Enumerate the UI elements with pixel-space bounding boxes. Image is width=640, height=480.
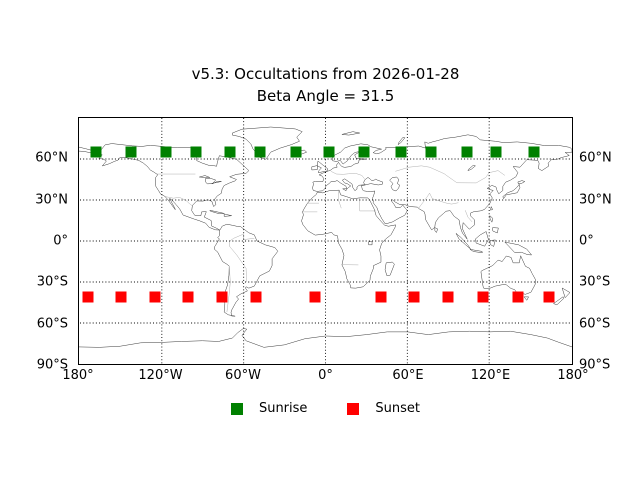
sunset-marker (82, 291, 94, 303)
sunset-marker (216, 291, 228, 303)
lon-tick-label: 180° (557, 368, 589, 383)
lake-superior (199, 176, 209, 178)
coast-north-america (95, 144, 248, 231)
sunset-marker (309, 291, 321, 303)
y-axis-left: 60°N 30°N 0° 30°S 60°S 90°S (0, 117, 72, 372)
lat-tick-label: 30°N (579, 192, 612, 208)
legend-label-sunrise: Sunrise (258, 401, 308, 416)
sunrise-marker (290, 146, 302, 158)
coast-luzon (490, 216, 493, 222)
lon-tick-label: 120°E (470, 368, 511, 383)
lat-tick-label: 60°S (579, 316, 611, 332)
sunrise-marker (125, 146, 137, 158)
coast-sicily (343, 189, 347, 191)
lon-tick-label: 180° (62, 368, 94, 383)
coast-sulawesi (490, 240, 495, 247)
chart-title: v5.3: Occultations from 2026-01-28 Beta … (78, 63, 573, 107)
sunrise-marker (224, 146, 236, 158)
coast-svalbard (342, 132, 360, 135)
legend-item-sunset: Sunset (347, 402, 420, 416)
coast-sumatra (456, 233, 471, 249)
coast-cuba (210, 210, 224, 214)
lat-tick-label: 0° (579, 233, 594, 249)
coast-madagascar (385, 262, 394, 276)
sunrise-marker (90, 146, 102, 158)
coast-nz-north (562, 288, 570, 298)
coast-tasmania (524, 297, 529, 300)
lat-tick-label: 30°S (579, 274, 611, 290)
coast-antarctica (79, 328, 572, 347)
lat-tick-label: 0° (53, 233, 68, 249)
sunset-marker (182, 291, 194, 303)
coast-africa (302, 190, 396, 288)
x-axis: 180° 120°W 60°W 0° 60°E 120°E 180° (62, 368, 588, 385)
lat-tick-label: 30°N (35, 192, 68, 208)
lat-tick-label: 60°S (36, 316, 68, 332)
lon-tick-label: 60°E (392, 368, 424, 383)
lon-tick-label: 60°W (225, 368, 261, 383)
chart-title-line1: v5.3: Occultations from 2026-01-28 (191, 65, 460, 83)
map-plot (78, 117, 573, 365)
coast-mindanao (493, 228, 499, 233)
coast-britain (317, 161, 328, 173)
coast-australia (481, 256, 536, 295)
coast-novaya-zemlya (398, 137, 405, 144)
sunset-marker-icon (347, 403, 360, 415)
chart-title-line2: Beta Angle = 31.5 (256, 87, 395, 105)
lon-tick-label: 120°W (138, 368, 183, 383)
lat-tick-label: 60°N (579, 150, 612, 166)
coast-taiwan (491, 207, 493, 211)
coast-greenland (232, 127, 302, 159)
coast-nz-south (554, 297, 564, 305)
sunset-marker (477, 291, 489, 303)
sunrise-marker (323, 146, 335, 158)
sunrise-marker (190, 146, 202, 158)
sunrise-marker (461, 146, 473, 158)
sunrise-marker (490, 146, 502, 158)
coast-south-america (214, 224, 278, 316)
coast-java (470, 249, 482, 252)
legend-item-sunrise: Sunrise (230, 401, 308, 416)
lat-tick-label: 90°S (579, 357, 611, 373)
legend-label-sunset: Sunset (375, 401, 421, 416)
coast-caspian (390, 177, 400, 191)
sunset-marker (442, 291, 454, 303)
lon-tick-label: 0° (318, 368, 333, 383)
coast-ireland (312, 166, 317, 170)
sunset-marker (408, 291, 420, 303)
sunrise-marker (425, 146, 437, 158)
sunrise-marker (254, 146, 266, 158)
y-axis-right: 60°N 30°N 0° 30°S 60°S 90°S (579, 117, 639, 372)
legend: Sunrise Sunset (78, 400, 573, 418)
lat-tick-label: 60°N (35, 150, 68, 166)
sunrise-marker (160, 146, 172, 158)
sunrise-marker-icon (230, 403, 243, 415)
coast-new-guinea (505, 242, 532, 255)
coast-borneo (475, 232, 488, 247)
sunrise-marker (358, 146, 370, 158)
lake-erie-ontario (212, 181, 222, 183)
sunset-marker (250, 291, 262, 303)
coast-honshu (503, 184, 520, 198)
sunrise-marker (528, 146, 540, 158)
sunset-marker (149, 291, 161, 303)
coast-hokkaido (518, 181, 525, 184)
coast-hispaniola (224, 214, 232, 216)
coast-eurasia (312, 135, 572, 239)
lat-tick-label: 90°S (36, 357, 68, 373)
sunrise-marker (395, 146, 407, 158)
sunset-marker (115, 291, 127, 303)
lat-tick-label: 30°S (36, 274, 68, 290)
sunset-marker (543, 291, 555, 303)
sunset-marker (512, 291, 524, 303)
coast-sri-lanka (435, 228, 438, 233)
lake-victoria (369, 242, 372, 245)
lake-baikal (468, 165, 476, 170)
world-map (79, 118, 572, 364)
sunset-marker (375, 291, 387, 303)
